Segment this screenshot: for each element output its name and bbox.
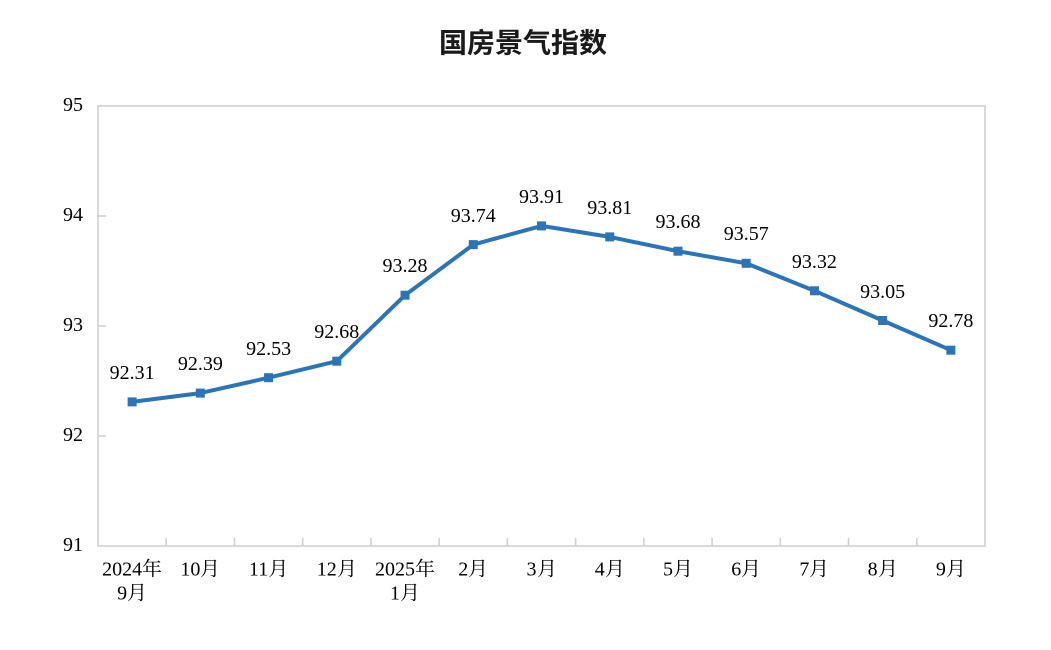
x-axis-label: 6 (731, 558, 761, 582)
cjk-glyph (551, 29, 578, 56)
y-axis-label: 93 (63, 314, 83, 336)
data-label: 93.28 (382, 255, 428, 278)
x-axis-label: 7 (799, 558, 829, 582)
cjk-glyph (495, 30, 521, 56)
data-point-marker (741, 258, 751, 268)
x-axis-label: 8 (868, 558, 898, 582)
x-axis-label: 11 (249, 558, 288, 582)
chart-title (0, 27, 1048, 61)
data-label: 92.53 (246, 337, 292, 360)
data-point-marker (468, 240, 478, 250)
x-axis-label: 2025 1 (375, 558, 435, 605)
cjk-glyph (415, 558, 435, 578)
data-point-marker (537, 221, 546, 231)
cjk-glyph (400, 583, 417, 601)
data-point-marker (673, 246, 683, 256)
cjk-glyph (467, 29, 493, 56)
cjk-glyph (269, 559, 285, 578)
y-axis-label: 91 (63, 534, 83, 556)
data-point-marker (195, 388, 205, 398)
data-label: 92.31 (109, 361, 155, 384)
cjk-glyph (337, 559, 354, 578)
cjk-glyph (946, 559, 963, 578)
data-label: 92.78 (928, 310, 974, 333)
data-label: 93.68 (655, 211, 701, 234)
x-axis-label: 4 (595, 558, 625, 582)
data-label: 92.68 (314, 321, 360, 344)
cjk-glyph (440, 30, 465, 56)
x-axis-label: 9 (936, 558, 966, 582)
x-axis-label: 12 (317, 558, 357, 582)
data-point-marker (878, 316, 888, 325)
data-label: 92.39 (177, 353, 223, 376)
data-label: 93.05 (860, 280, 906, 303)
data-label: 93.81 (587, 196, 633, 219)
x-axis-label: 10 (180, 558, 220, 582)
y-axis-label: 94 (63, 204, 83, 226)
cjk-glyph (201, 559, 217, 578)
y-axis-label: 92 (63, 424, 83, 446)
cjk-glyph (469, 559, 485, 578)
data-point-marker (809, 286, 819, 296)
x-axis-label: 5 (663, 558, 693, 582)
x-axis-label: 2 (458, 558, 488, 582)
cjk-glyph (128, 583, 144, 601)
data-label: 93.74 (450, 204, 496, 227)
cjk-glyph (673, 559, 690, 578)
data-point-marker (332, 356, 342, 366)
cjk-glyph (522, 29, 550, 56)
data-point-marker (264, 373, 274, 383)
cjk-glyph (742, 559, 758, 578)
cjk-glyph (579, 29, 606, 56)
x-axis-label: 2024 9 (102, 558, 162, 605)
data-label: 93.91 (519, 185, 564, 208)
data-point-marker (605, 232, 615, 242)
cjk-glyph (605, 559, 622, 578)
cjk-glyph (810, 559, 826, 578)
cjk-glyph (878, 559, 895, 578)
data-point-marker (127, 397, 137, 407)
x-axis-label: 3 (527, 558, 557, 582)
data-point-marker (400, 290, 410, 300)
y-axis-label: 95 (63, 94, 83, 116)
cjk-glyph (537, 559, 553, 578)
data-point-marker (946, 345, 956, 355)
data-label: 93.32 (791, 250, 837, 273)
plot-area-border (97, 105, 986, 547)
cjk-glyph (142, 558, 162, 578)
data-label: 93.57 (723, 223, 769, 246)
